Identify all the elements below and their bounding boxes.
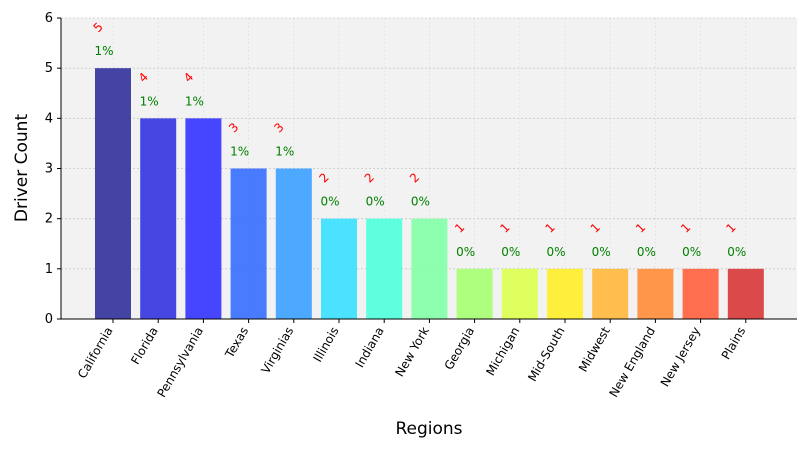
bar — [592, 268, 629, 319]
bar — [230, 168, 267, 319]
bar — [140, 118, 177, 319]
bar — [275, 168, 312, 319]
bars — [95, 68, 764, 320]
percent-label: 0% — [682, 245, 701, 259]
x-tick-label: New England — [607, 325, 658, 400]
x-tick-label: Illinois — [310, 325, 341, 365]
percent-label: 1% — [230, 145, 249, 159]
percent-label: 1% — [185, 94, 204, 108]
x-tick-label: New York — [392, 324, 432, 379]
percent-label: 0% — [366, 195, 385, 209]
y-tick-label: 0 — [45, 312, 53, 327]
y-tick-label: 2 — [45, 212, 53, 227]
x-tick-label: Michigan — [483, 325, 522, 379]
x-tick-label: Mid-South — [525, 325, 567, 384]
y-tick-label: 3 — [45, 162, 53, 177]
x-tick-label: Midwest — [576, 324, 613, 374]
x-tick-label: Texas — [222, 325, 251, 362]
percent-label: 1% — [94, 44, 113, 58]
bar — [682, 268, 719, 319]
bar — [366, 218, 403, 319]
bar-annotations: 1%51%41%41%31%30%20%20%20%10%10%10%10%10… — [91, 20, 747, 259]
bar — [547, 268, 583, 319]
y-tick-label: 5 — [45, 61, 53, 76]
x-tick-label: Pennsylvania — [154, 325, 206, 400]
x-tick-label: California — [75, 325, 116, 381]
x-tick-label: New Jersey — [658, 325, 703, 390]
y-ticks: 0 1 2 3 4 5 6 — [45, 11, 61, 327]
percent-label: 1% — [140, 94, 159, 108]
bar — [185, 118, 222, 319]
percent-label: 0% — [727, 245, 746, 259]
bar — [411, 218, 448, 319]
y-tick-label: 1 — [45, 262, 53, 277]
percent-label: 0% — [637, 245, 656, 259]
bar — [637, 268, 674, 319]
x-tick-label: Florida — [128, 325, 161, 367]
percent-label: 1% — [275, 145, 294, 159]
x-tick-label: Indiana — [352, 325, 386, 370]
y-tick-label: 6 — [45, 11, 53, 26]
bar — [456, 268, 493, 319]
bar — [321, 218, 357, 319]
x-axis-label: Regions — [395, 419, 462, 439]
percent-label: 0% — [411, 195, 430, 209]
bar — [501, 268, 538, 319]
percent-label: 0% — [456, 245, 475, 259]
x-tick-label: Virginias — [259, 325, 297, 377]
y-tick-label: 4 — [45, 111, 53, 126]
percent-label: 0% — [546, 245, 565, 259]
x-tick-label: Georgia — [442, 324, 478, 372]
percent-label: 0% — [592, 245, 611, 259]
bar — [727, 268, 764, 319]
percent-label: 0% — [320, 195, 339, 209]
bar — [95, 68, 131, 320]
x-tick-label: Plains — [719, 325, 749, 362]
y-axis-label: Driver Count — [12, 114, 32, 223]
percent-label: 0% — [501, 245, 520, 259]
